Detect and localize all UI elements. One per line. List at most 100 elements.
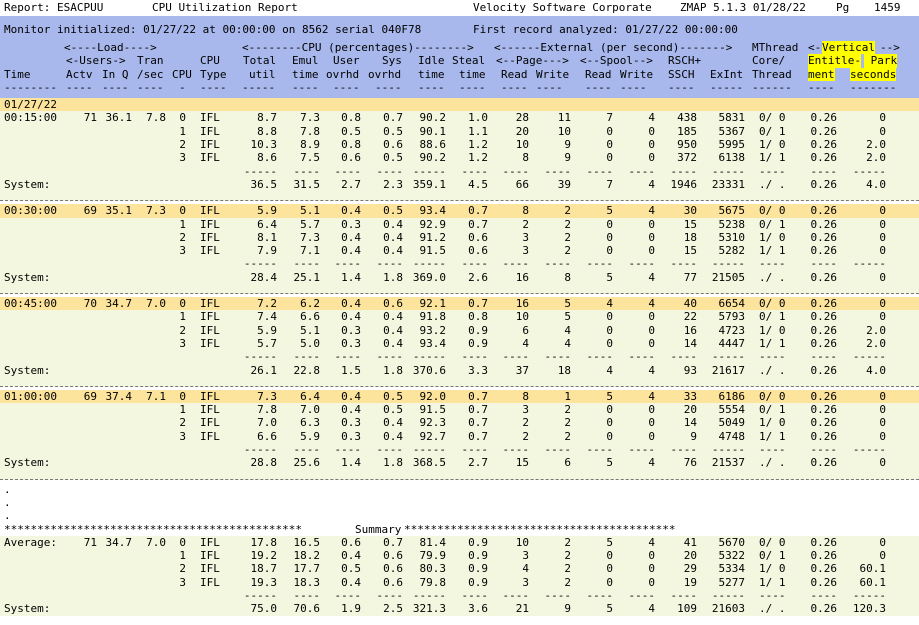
header-row-1: <----Load----> <--------CPU (percentages… <box>0 41 919 55</box>
cell-swrite: 0 <box>648 310 655 324</box>
dash-emul: ---- <box>292 80 319 94</box>
header-tran: Tran <box>137 54 164 68</box>
cell-sread: 0 <box>606 549 613 563</box>
separator-dash: ---- <box>544 443 572 457</box>
system-steal: 2.7 <box>468 456 488 470</box>
cell-pwrite: 9 <box>564 138 571 152</box>
separator-dash: ----- <box>412 443 446 457</box>
system-user: 1.5 <box>341 363 361 377</box>
cell-sys: 0.4 <box>383 416 403 430</box>
cell-rsch: 15 <box>683 217 697 231</box>
separator-dash: ----- <box>852 257 886 271</box>
dash-read2: ---- <box>585 80 612 94</box>
separator-dash: ---- <box>759 443 786 457</box>
separator-dash: ---- <box>293 350 321 364</box>
cell-park: 2.0 <box>866 336 886 350</box>
cell-ent: 0.26 <box>810 389 838 403</box>
cell-pwrite: 2 <box>564 575 571 589</box>
cell-emul: 7.8 <box>300 124 320 138</box>
cell-mthread: 1/ 0 <box>759 138 786 152</box>
cell-sys: 0.4 <box>383 429 403 443</box>
interval-time: 01:00:00 <box>4 389 57 403</box>
cell-rsch: 950 <box>677 138 697 152</box>
cell-emul: 5.7 <box>300 217 320 231</box>
system-sread: 5 <box>606 270 613 284</box>
cell-swrite: 0 <box>648 575 655 589</box>
cell-swrite: 0 <box>648 138 655 152</box>
separator-dash: ----- <box>852 443 886 457</box>
cell-user: 0.4 <box>341 297 361 311</box>
cell-ent: 0.26 <box>810 297 838 311</box>
cell-sread: 0 <box>606 575 613 589</box>
system-ent: 0.26 <box>810 363 838 377</box>
cell-swrite: 0 <box>648 323 655 337</box>
header-row-2: <-Users-> Tran CPU Total Emul User Sys I… <box>0 54 919 68</box>
cell-sread: 0 <box>606 244 613 258</box>
cell-exint: 4748 <box>718 429 746 443</box>
cell-sread: 0 <box>606 336 613 350</box>
cell-steal: 0.6 <box>468 230 488 244</box>
cpu-type: IFL <box>200 217 220 231</box>
cell-steal: 0.7 <box>468 217 488 231</box>
cpu-number: 3 <box>179 336 186 350</box>
system-sys: 2.5 <box>383 602 403 616</box>
system-swrite: 4 <box>648 456 655 470</box>
cpu-number: 2 <box>179 416 186 430</box>
report-title: CPU Utilization Report <box>152 1 298 14</box>
dash-rsch: ---- <box>668 80 695 94</box>
system-emul: 25.6 <box>293 456 321 470</box>
cell-steal: 0.7 <box>468 403 488 417</box>
continuation-dot: . <box>0 509 919 522</box>
cell-pwrite: 5 <box>564 310 571 324</box>
header-dash-row: -------- ---- ---- ---- - ---- ----- ---… <box>0 81 919 94</box>
header-user-ovrhd: ovrhd <box>326 67 360 81</box>
system-total: 28.4 <box>250 270 278 284</box>
cell-emul: 8.9 <box>300 138 320 152</box>
cell-swrite: 0 <box>648 429 655 443</box>
separator-dash: ---- <box>628 443 656 457</box>
cell-steal: 0.6 <box>468 244 488 258</box>
cell-total: 6.4 <box>257 217 277 231</box>
separator-dash: ---- <box>628 588 656 602</box>
cell-exint: 4723 <box>718 323 746 337</box>
cpu-row: 2 IFL 7.0 6.3 0.3 0.4 92.3 0.7 2 2 0 0 14 5049 1/ 0 0.2… <box>0 416 919 429</box>
cell-sys: 0.6 <box>383 575 403 589</box>
header-time: Time <box>4 67 31 81</box>
header-ssch: SSCH <box>668 67 695 81</box>
interval-group: 01:00:00 69 37.4 7.1 0 IFL 7.3 6.4 0.4 0.5 92.0 0.7… <box>0 389 919 480</box>
users-active: 71 <box>83 535 97 549</box>
cell-pwrite: 4 <box>564 336 571 350</box>
system-emul: 22.8 <box>293 363 321 377</box>
cell-pread: 2 <box>522 416 529 430</box>
cell-sread: 0 <box>606 138 613 152</box>
dash-sys: ---- <box>375 80 402 94</box>
cell-pwrite: 2 <box>564 416 571 430</box>
users-active: 71 <box>83 111 97 125</box>
system-idle: 370.6 <box>412 363 446 377</box>
system-exint: 21617 <box>711 363 745 377</box>
cell-steal: 0.9 <box>468 336 488 350</box>
users-active: 69 <box>83 389 97 403</box>
cell-user: 0.5 <box>341 124 361 138</box>
cell-pread: 8 <box>522 204 529 218</box>
system-label: System: <box>4 270 51 284</box>
cell-user: 0.3 <box>341 429 361 443</box>
cell-park: 2.0 <box>866 323 886 337</box>
cell-emul: 6.6 <box>300 310 320 324</box>
cell-pread: 6 <box>522 323 529 337</box>
separator-dash: ---- <box>628 350 656 364</box>
cell-idle: 81.4 <box>419 535 447 549</box>
cell-ent: 0.26 <box>810 562 838 576</box>
separator-dash: ----- <box>412 257 446 271</box>
cell-pread: 10 <box>515 310 529 324</box>
separator-dash: ---- <box>628 257 656 271</box>
cell-steal: 0.9 <box>468 549 488 563</box>
cell-swrite: 0 <box>648 403 655 417</box>
cell-emul: 5.9 <box>300 429 320 443</box>
cell-park: 0 <box>879 416 886 430</box>
header-vertical: Vertical <box>822 41 875 55</box>
system-sread: 5 <box>606 602 613 616</box>
system-pwrite: 18 <box>557 363 571 377</box>
system-total-row: System: 28.4 25.1 1.4 1.8 369.0 2.6 16 8 5 4 77 2150… <box>0 271 919 284</box>
separator-dash: ---- <box>628 164 656 178</box>
